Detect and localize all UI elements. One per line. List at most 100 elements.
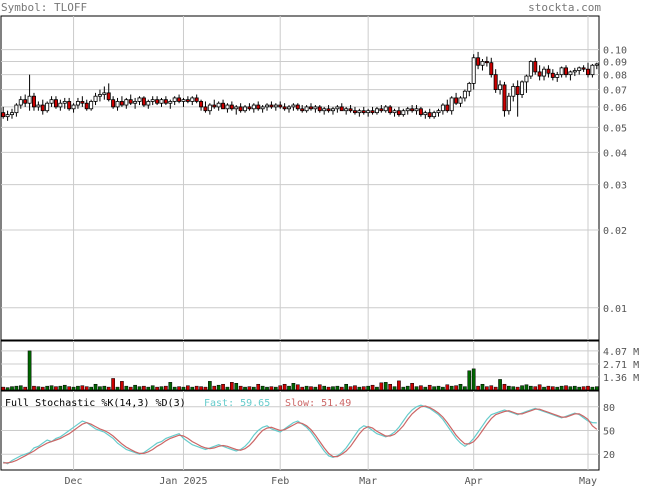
volume-bar	[256, 383, 261, 391]
volume-bar	[397, 380, 401, 391]
volume-bar	[273, 386, 278, 391]
volume-bar	[485, 386, 489, 391]
volume-bar	[520, 385, 524, 391]
candle	[374, 106, 379, 115]
candle	[93, 92, 98, 106]
volume-bar	[436, 385, 441, 391]
volume-bar	[155, 386, 159, 391]
candle-body	[564, 67, 569, 76]
candle-body	[260, 106, 265, 110]
price-tick-label: 0.02	[603, 226, 627, 237]
volume-bar	[49, 385, 54, 391]
candle	[418, 106, 423, 117]
candle-body	[31, 95, 36, 108]
candle-body	[546, 68, 551, 74]
candle-body	[379, 108, 384, 112]
site-name[interactable]: stockta.com	[528, 1, 601, 14]
candle-body	[396, 110, 401, 116]
candle-body	[155, 99, 160, 104]
candle-body	[480, 61, 485, 66]
candle-body	[322, 108, 327, 112]
volume-bar	[106, 386, 111, 391]
candle-body	[568, 71, 573, 76]
volume-bar	[54, 386, 58, 391]
candle	[45, 101, 50, 113]
volume-bar	[405, 385, 410, 391]
volume-bar	[269, 386, 274, 391]
volume-bar	[128, 386, 133, 391]
candle	[58, 99, 63, 111]
candle-body	[506, 95, 511, 112]
candle-body	[489, 62, 494, 76]
candle	[49, 96, 54, 107]
candle	[31, 92, 36, 111]
candle	[159, 97, 164, 107]
candle	[115, 97, 120, 111]
candle	[436, 108, 441, 117]
candle	[581, 65, 586, 72]
candle-body	[352, 110, 357, 114]
candle-body	[550, 72, 555, 78]
candle-body	[520, 81, 525, 95]
candle-body	[36, 104, 41, 108]
price-tick-label: 0.10	[603, 46, 627, 57]
candle-body	[577, 67, 582, 71]
candle-body	[476, 57, 481, 66]
candle-body	[194, 97, 199, 102]
candle	[462, 89, 467, 102]
volume-bar	[40, 386, 45, 391]
volume-bar	[251, 386, 256, 391]
candle	[493, 69, 498, 93]
candle-body	[221, 102, 226, 110]
candle-body	[141, 97, 146, 106]
volume-bar	[58, 385, 63, 391]
candle-body	[423, 112, 428, 116]
candle	[476, 51, 481, 70]
candle-body	[383, 106, 388, 112]
candle	[111, 96, 116, 109]
candle	[269, 101, 274, 109]
candle-body	[256, 104, 261, 110]
candle	[207, 103, 212, 115]
candle-body	[133, 101, 138, 104]
candle	[199, 99, 204, 111]
candle-body	[418, 108, 423, 116]
volume-bar	[348, 386, 353, 391]
volume-bar	[309, 386, 313, 391]
candle-body	[484, 61, 489, 64]
volume-bar	[216, 384, 221, 391]
candle	[572, 67, 577, 77]
candle	[537, 65, 542, 81]
volume-bar	[375, 386, 379, 391]
candle	[128, 94, 133, 106]
volume-tick-label: 2.71 M	[603, 360, 639, 371]
candle	[291, 103, 296, 111]
volume-bar	[133, 384, 137, 391]
volume-bar	[36, 386, 41, 391]
volume-bar	[208, 381, 212, 391]
candle	[506, 92, 511, 115]
volume-bar	[93, 383, 98, 391]
candle	[287, 105, 291, 113]
candle	[155, 96, 160, 106]
volume-bar	[489, 385, 494, 391]
candle	[445, 99, 450, 113]
volume-bar	[432, 386, 436, 391]
candle-body	[5, 114, 10, 118]
candle	[247, 103, 252, 111]
candle-body	[432, 112, 437, 118]
candle	[304, 105, 309, 113]
candle	[330, 106, 335, 115]
price-tick-label: 0.06	[603, 103, 627, 114]
candle	[480, 58, 485, 71]
candle	[317, 105, 322, 113]
candle	[256, 101, 261, 111]
candle	[423, 110, 428, 119]
candle-body	[190, 97, 195, 102]
candle	[489, 57, 494, 78]
volume-bar	[344, 383, 349, 391]
volume-bar	[427, 384, 432, 391]
candle-body	[414, 108, 419, 112]
